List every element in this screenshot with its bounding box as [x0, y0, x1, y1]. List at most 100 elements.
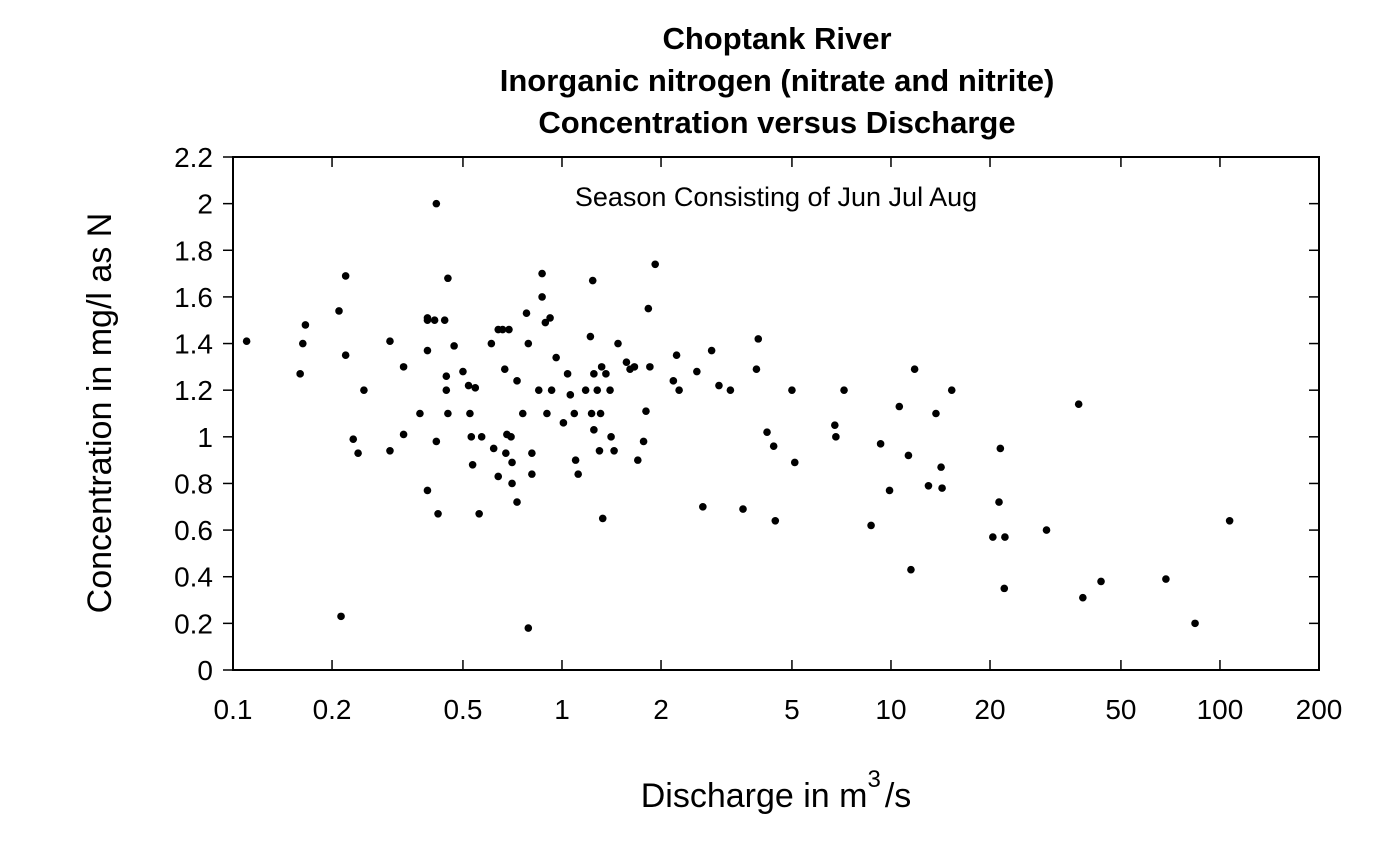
data-point: [524, 624, 533, 632]
data-point: [639, 437, 648, 446]
data-point: [885, 486, 894, 495]
data-point: [910, 365, 919, 373]
data-point: [498, 325, 507, 334]
data-point: [1001, 533, 1009, 541]
x-tick-label: 5: [784, 694, 800, 725]
data-point: [771, 516, 780, 525]
data-point: [646, 363, 654, 371]
season-annotation: Season Consisting of Jun Jul Aug: [575, 182, 977, 212]
data-point: [399, 363, 408, 371]
data-point: [570, 409, 579, 418]
data-point: [571, 456, 580, 464]
data-point: [769, 442, 778, 450]
data-point: [543, 409, 551, 418]
data-point: [707, 346, 716, 355]
data-point: [610, 447, 618, 455]
data-point: [459, 367, 467, 376]
data-point: [450, 342, 458, 350]
x-tick-label: 1: [554, 694, 570, 725]
y-tick-label: 1.2: [174, 375, 213, 406]
data-point: [489, 444, 498, 453]
data-point: [642, 407, 650, 415]
data-point: [607, 433, 615, 441]
y-tick-label: 1.4: [174, 329, 213, 360]
data-point: [672, 351, 681, 360]
data-point: [423, 314, 432, 322]
data-point: [502, 449, 510, 457]
data-point: [464, 381, 473, 390]
data-points: [242, 199, 1234, 632]
data-point: [528, 449, 536, 457]
data-point: [634, 456, 642, 464]
title-line-3: Concentration versus Discharge: [538, 105, 1015, 140]
data-point: [513, 498, 521, 506]
x-axis-label-sup: 3: [867, 766, 880, 793]
data-point: [595, 447, 604, 455]
data-point: [831, 421, 839, 429]
data-point: [505, 325, 513, 334]
data-point: [341, 272, 350, 280]
data-point: [566, 391, 575, 399]
x-axis-label: Discharge in m3/s: [641, 766, 912, 815]
data-point: [299, 339, 307, 348]
data-point: [606, 386, 614, 394]
x-tick-label: 10: [875, 694, 906, 725]
data-point: [442, 386, 451, 394]
data-point: [442, 372, 451, 380]
data-point: [500, 365, 509, 373]
data-point: [867, 521, 875, 530]
data-point: [598, 514, 607, 523]
data-point: [471, 384, 480, 392]
data-point: [508, 458, 516, 467]
data-point: [518, 409, 527, 418]
y-tick-label: 0.2: [174, 608, 213, 639]
data-point: [675, 386, 683, 394]
data-point: [1097, 577, 1105, 586]
y-axis-label: Concentration in mg/l as N: [81, 213, 119, 614]
data-point: [904, 451, 913, 460]
data-point: [534, 386, 543, 394]
data-point: [341, 351, 350, 360]
x-axis-label-suffix: /s: [885, 777, 911, 815]
data-point: [416, 409, 424, 418]
data-point: [547, 386, 556, 394]
data-point: [989, 533, 997, 541]
data-point: [508, 479, 516, 488]
data-point: [507, 433, 515, 441]
x-tick-label: 0.1: [214, 694, 253, 725]
data-point: [538, 293, 546, 301]
data-point: [386, 447, 394, 455]
data-point: [444, 274, 452, 283]
data-point: [423, 346, 432, 355]
data-point: [432, 199, 441, 208]
y-tick-label: 0.4: [174, 562, 213, 593]
x-tick-label: 20: [974, 694, 1005, 725]
y-tick-label: 0: [197, 655, 213, 686]
data-point: [614, 339, 622, 348]
data-point: [924, 481, 933, 490]
data-point: [587, 409, 596, 418]
data-point: [596, 409, 605, 418]
y-tick-label: 2: [197, 189, 213, 220]
data-point: [739, 505, 747, 513]
title-line-1: Choptank River: [662, 21, 891, 56]
data-point: [644, 304, 653, 313]
data-point: [937, 463, 945, 471]
data-point: [947, 386, 956, 394]
data-point: [296, 370, 304, 378]
data-point: [1042, 526, 1051, 534]
y-tick-label: 2.2: [174, 142, 213, 173]
data-point: [432, 437, 441, 446]
data-point: [563, 370, 572, 378]
data-point: [597, 363, 606, 371]
data-point: [528, 470, 536, 478]
title-line-2: Inorganic nitrogen (nitrate and nitrite): [500, 63, 1055, 98]
data-point: [590, 426, 598, 434]
data-point: [559, 419, 568, 427]
data-point: [715, 381, 723, 390]
data-point: [487, 339, 496, 348]
x-tick-label: 2: [653, 694, 669, 725]
y-axis: 0 0.2 0.4 0.6 0.8 1 1.2 1.4 1.6 1.8 2 2.2: [174, 142, 1319, 686]
data-point: [907, 565, 915, 574]
data-point: [754, 335, 763, 343]
